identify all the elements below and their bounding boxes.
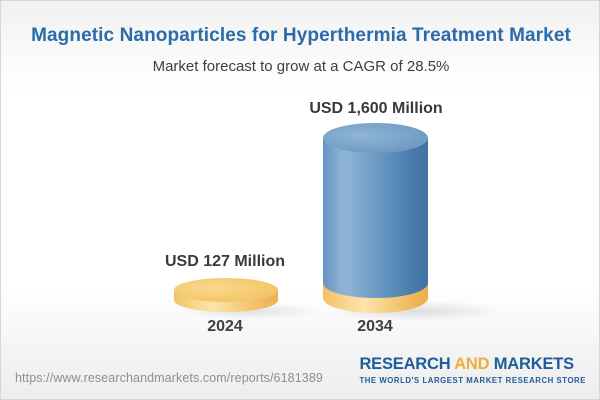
report-url: https://www.researchandmarkets.com/repor… (15, 371, 323, 385)
x-axis-label-2034: 2034 (357, 318, 393, 335)
logo-wordmark: RESEARCH AND MARKETS (359, 356, 586, 373)
value-label-2024: USD 127 Million (164, 253, 286, 270)
value-label-2034: USD 1,600 Million (309, 100, 443, 117)
cylinder-top (174, 278, 278, 302)
bar-cylinder-2024 (174, 278, 278, 312)
logo-tagline: THE WORLD'S LARGEST MARKET RESEARCH STOR… (359, 376, 586, 385)
bar-cylinder-2034 (323, 123, 428, 313)
research-and-markets-logo: RESEARCH AND MARKETS THE WORLD'S LARGEST… (359, 356, 586, 386)
logo-word-research: RESEARCH (359, 355, 451, 373)
logo-word-and: AND (454, 355, 490, 373)
page-subtitle: Market forecast to grow at a CAGR of 28.… (152, 58, 450, 75)
logo-word-markets: MARKETS (493, 355, 574, 373)
cylinder-top (323, 123, 428, 153)
cylinder-side (323, 138, 428, 298)
x-axis-label-2024: 2024 (207, 318, 243, 335)
page-title: Magnetic Nanoparticles for Hyperthermia … (31, 25, 571, 46)
